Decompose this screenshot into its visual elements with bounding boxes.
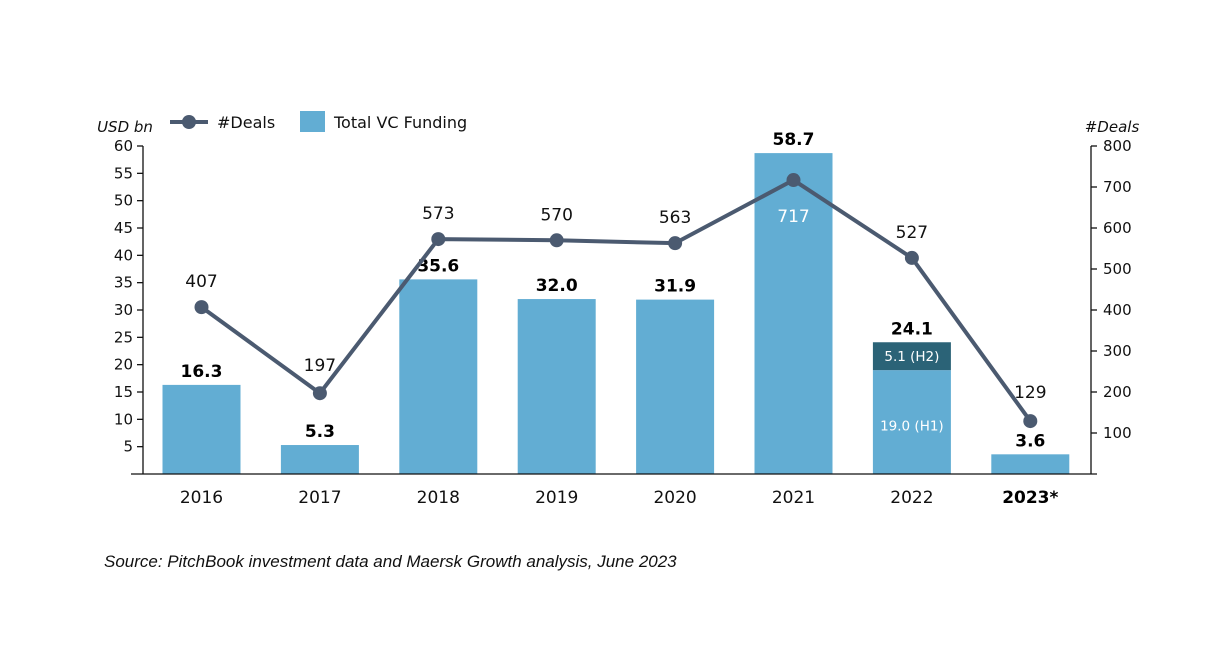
bar: [991, 454, 1070, 474]
bar-value-label: 35.6: [417, 256, 459, 276]
legend-deals-marker-icon: [182, 115, 196, 129]
legend-funding-label: Total VC Funding: [333, 113, 467, 132]
deals-marker: [549, 233, 564, 248]
deals-value-label: 527: [896, 223, 928, 243]
deals-value-label: 573: [422, 204, 454, 224]
left-axis-tick-label: 20: [114, 356, 133, 374]
bar-segment-h2: [872, 342, 951, 371]
combo-chart: 16.3 5.3 35.6 32.0 31.9 58.7 19.0 (H1) 5.1 (H2)…: [97, 111, 1140, 508]
legend-deals-label: #Deals: [217, 113, 275, 132]
x-axis-category-label: 2020: [653, 488, 696, 508]
deals-value-label: 563: [659, 208, 691, 228]
x-axis-category-label: 2016: [180, 488, 223, 508]
deals-value-label: 717: [777, 207, 809, 227]
deals-marker: [312, 386, 327, 401]
segment-label-h1: 19.0 (H1): [880, 418, 944, 434]
right-axis-tick-label: 400: [1103, 301, 1132, 319]
deals-line: [200, 178, 1032, 423]
left-axis-tick-label: 30: [114, 301, 133, 319]
deals-value-label: 570: [540, 205, 572, 225]
legend-funding-swatch-icon: [300, 111, 325, 132]
x-axis-category-label: 2017: [298, 488, 341, 508]
bar: [636, 299, 715, 474]
left-axis-tick-label: 60: [114, 137, 133, 155]
left-axis-tick-label: 45: [114, 219, 133, 237]
x-axis-category-label: 2023*: [1002, 488, 1058, 508]
deals-marker: [1023, 414, 1038, 429]
bar-value-label: 3.6: [1015, 431, 1045, 451]
bar-value-label: 32.0: [536, 276, 578, 296]
right-axis-tick-label: 800: [1103, 137, 1132, 155]
bar: [754, 153, 833, 474]
bar: [399, 279, 478, 474]
bar: [517, 299, 596, 474]
bar-value-label: 31.9: [654, 277, 696, 297]
left-axis-tick-label: 25: [114, 328, 133, 346]
deals-value-label: 129: [1014, 383, 1046, 403]
left-axis-tick-label: 50: [114, 192, 133, 210]
source-note: Source: PitchBook investment data and Ma…: [104, 552, 677, 571]
left-axis-tick-label: 55: [114, 164, 133, 182]
left-axis-title: USD bn: [97, 118, 153, 136]
bar-segment-h1: [872, 370, 951, 474]
right-axis-tick-label: 600: [1103, 219, 1132, 237]
deals-marker: [668, 236, 683, 251]
deals-value-label: 197: [304, 356, 336, 376]
right-axis-tick-label: 500: [1103, 260, 1132, 278]
right-axis-tick-label: 200: [1103, 383, 1132, 401]
left-axis-tick-label: 10: [114, 410, 133, 428]
deals-marker: [904, 250, 919, 265]
left-axis-tick-label: 5: [123, 438, 133, 456]
bar-value-label: 24.1: [891, 319, 933, 339]
bar: [280, 445, 359, 474]
right-axis-tick-label: 100: [1103, 424, 1132, 442]
bar-value-label: 5.3: [305, 422, 335, 442]
right-axis-tick-label: 700: [1103, 178, 1132, 196]
right-axis-tick-label: 300: [1103, 342, 1132, 360]
bar: [162, 384, 241, 474]
deals-marker: [431, 232, 446, 247]
x-axis-category-label: 2021: [772, 488, 815, 508]
left-axis-tick-label: 40: [114, 246, 133, 264]
right-axis-title: #Deals: [1085, 118, 1140, 136]
bar-value-label: 16.3: [181, 362, 223, 382]
x-axis-category-label: 2022: [890, 488, 933, 508]
segment-label-h2: 5.1 (H2): [884, 349, 939, 365]
x-axis-category-label: 2018: [417, 488, 460, 508]
deals-value-label: 407: [185, 272, 217, 292]
deals-marker: [786, 173, 801, 188]
left-axis-tick-label: 35: [114, 274, 133, 292]
left-axis-tick-label: 15: [114, 383, 133, 401]
x-axis-category-label: 2019: [535, 488, 578, 508]
deals-marker: [194, 300, 209, 315]
bar-value-label: 58.7: [773, 130, 815, 150]
